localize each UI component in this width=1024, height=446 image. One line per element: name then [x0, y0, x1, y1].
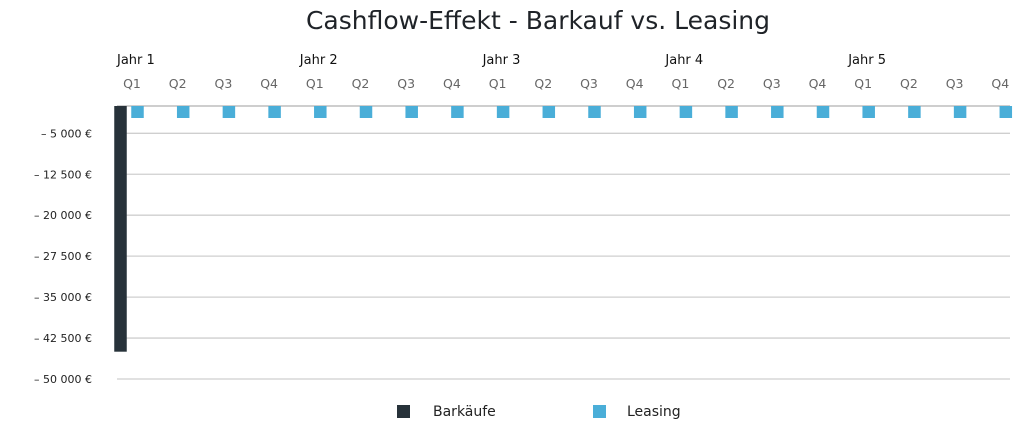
x-tick-label: Q2 [169, 76, 187, 91]
bar-leasing [359, 106, 373, 118]
x-tick-label: Q4 [626, 76, 644, 91]
legend-swatch [593, 405, 606, 418]
bars [114, 106, 1013, 352]
bar-barkaeufe [114, 106, 127, 352]
bar-leasing [771, 106, 784, 118]
chart-title: Cashflow-Effekt - Barkauf vs. Leasing [306, 6, 770, 35]
year-label: Jahr 4 [664, 53, 703, 68]
x-tick-label: Q3 [946, 76, 964, 91]
bar-leasing [496, 106, 510, 118]
bar-leasing [222, 106, 236, 118]
x-tick-label: Q2 [352, 76, 370, 91]
x-tick-label: Q2 [900, 76, 918, 91]
x-tick-label: Q1 [854, 76, 872, 91]
x-tick-label: Q3 [763, 76, 781, 91]
x-tick-label: Q1 [123, 76, 141, 91]
bar-leasing [908, 106, 921, 118]
y-tick-label: – 35 000 € [34, 291, 92, 304]
legend-label: Barkäufe [433, 404, 496, 420]
gridlines [117, 105, 1010, 380]
y-tick-label: – 5 000 € [41, 127, 92, 140]
bar-leasing [176, 106, 190, 118]
bar-leasing [131, 106, 144, 118]
bar-leasing [588, 106, 601, 118]
bar-leasing [633, 106, 647, 118]
legend-label: Leasing [627, 404, 681, 420]
bar-leasing [816, 106, 830, 118]
year-label: Jahr 2 [299, 53, 338, 68]
legend: Barkäufe Leasing [397, 404, 681, 420]
year-label: Jahr 1 [116, 53, 155, 68]
x-tick-label: Q1 [672, 76, 690, 91]
x-tick-label: Q2 [534, 76, 552, 91]
x-tick-label: Q4 [443, 76, 461, 91]
y-tick-label: – 27 500 € [34, 250, 92, 263]
x-tick-label: Q4 [809, 76, 827, 91]
y-tick-label: – 12 500 € [34, 168, 92, 181]
bar-leasing [314, 106, 327, 118]
y-tick-label: – 50 000 € [34, 373, 92, 386]
x-tick-label: Q2 [717, 76, 735, 91]
bar-leasing [451, 106, 464, 118]
bar-leasing [268, 106, 281, 118]
legend-swatch [397, 405, 410, 418]
y-tick-label: – 42 500 € [34, 332, 92, 345]
x-tick-label: Q1 [306, 76, 324, 91]
y-tick-label: – 20 000 € [34, 209, 92, 222]
x-tick-label: Q1 [489, 76, 507, 91]
x-tick-label: Q4 [260, 76, 278, 91]
bar-leasing [725, 106, 738, 118]
year-label: Jahr 5 [847, 53, 886, 68]
bar-leasing [953, 106, 967, 118]
bar-leasing [405, 106, 418, 118]
year-label: Jahr 3 [482, 53, 521, 68]
y-axis-ticks: – 5 000 € – 12 500 € – 20 000 € – 27 500 € –… [34, 127, 92, 386]
x-tick-label: Q3 [580, 76, 598, 91]
bar-leasing [679, 106, 693, 118]
bar-leasing [862, 106, 875, 118]
x-tick-label: Q3 [215, 76, 233, 91]
year-labels: Jahr 1 Jahr 2 Jahr 3 Jahr 4 Jahr 5 [116, 53, 886, 68]
x-tick-label: Q3 [397, 76, 415, 91]
quarter-labels: Q1 Q2 Q3 Q4 Q1 Q2 Q3 Q4 Q1 Q2 Q3 Q4 Q1 Q2 Q3 Q4 Q1 Q2 Q3 Q4 [123, 76, 1009, 91]
x-tick-label: Q4 [991, 76, 1009, 91]
bar-leasing [999, 106, 1013, 118]
bar-leasing [542, 106, 556, 118]
